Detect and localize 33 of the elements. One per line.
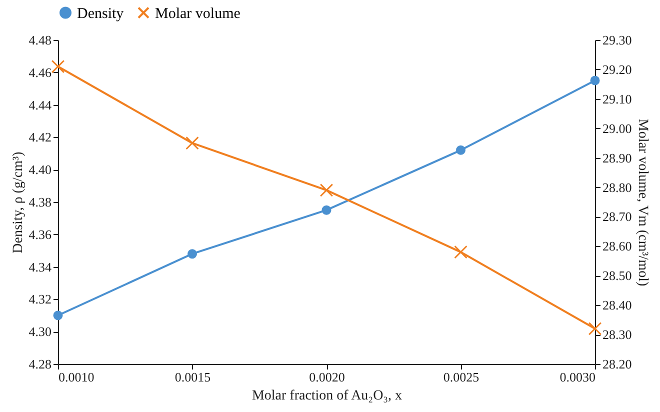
x-tick-label: 0.0020	[309, 370, 345, 384]
y2-tick-label: 28.20	[602, 356, 632, 372]
legend-label: Molar volume	[155, 6, 241, 22]
y-tick-label: 4.40	[28, 162, 52, 178]
y2-tick-label: 28.60	[602, 238, 632, 254]
y-tick-label: 4.38	[28, 194, 52, 210]
y2-tick-label: 29.30	[602, 32, 632, 48]
y-tick-label: 4.44	[28, 97, 52, 112]
y2-tick-label: 28.30	[602, 327, 632, 342]
x-tick-label: 0.0010	[58, 370, 94, 384]
y2-tick-label: 28.70	[602, 209, 632, 224]
x-tick-label: 0.0015	[174, 370, 211, 384]
x-tick-label: 0.0030	[560, 370, 596, 384]
y2-tick-label: 29.20	[602, 62, 632, 77]
y-tick-label: 4.42	[28, 130, 52, 145]
x-axis-title: Molar fraction of Au₂O₃, x	[252, 388, 402, 404]
legend-label: Density	[77, 6, 124, 22]
y-tick-label: 4.30	[28, 324, 52, 340]
y-tick-label: 4.46	[28, 64, 52, 80]
y-tick-label: 4.34	[28, 259, 52, 274]
y-tick-label: 4.28	[28, 356, 52, 372]
y2-tick-label: 29.00	[602, 120, 632, 136]
y-tick-label: 4.32	[28, 292, 52, 307]
y2-tick-label: 28.90	[602, 150, 632, 166]
x-tick-label: 0.0025	[443, 370, 480, 384]
y-tick-label: 4.48	[28, 32, 52, 48]
y2-tick-label: 28.40	[602, 298, 632, 313]
y-axis-title: Density, ρ (g/cm³)	[10, 151, 26, 254]
y2-tick-label: 29.10	[602, 91, 632, 106]
y2-tick-label: 28.50	[602, 268, 632, 284]
y2-tick-label: 28.80	[602, 180, 632, 195]
y2-axis-title: Molar volume, Vm (cm³/mol)	[634, 118, 650, 286]
y-tick-label: 4.36	[28, 226, 52, 242]
